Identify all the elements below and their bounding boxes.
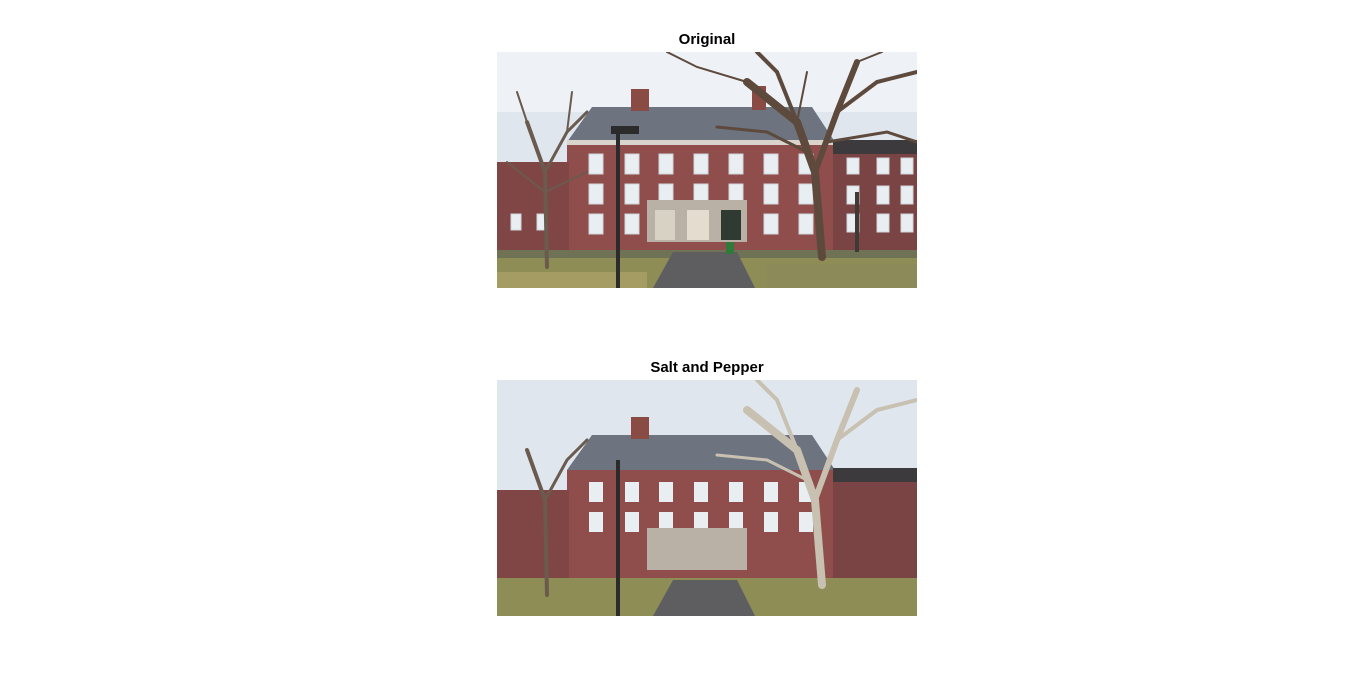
chimney-left	[631, 89, 649, 111]
salt-pepper-noise	[497, 380, 917, 616]
scene-original	[497, 52, 917, 288]
left-wing	[497, 162, 569, 250]
original-panel: Original	[497, 28, 917, 288]
original-image	[497, 52, 917, 288]
salt-pepper-panel: Salt and Pepper	[497, 356, 917, 616]
walkway	[653, 252, 755, 288]
salt-pepper-image	[497, 380, 917, 616]
salt-pepper-title: Salt and Pepper	[650, 359, 764, 376]
large-tree	[666, 52, 917, 261]
lamp-post	[616, 132, 620, 288]
original-title: Original	[678, 31, 736, 48]
trash-bin	[726, 242, 734, 254]
small-tree	[506, 91, 589, 269]
